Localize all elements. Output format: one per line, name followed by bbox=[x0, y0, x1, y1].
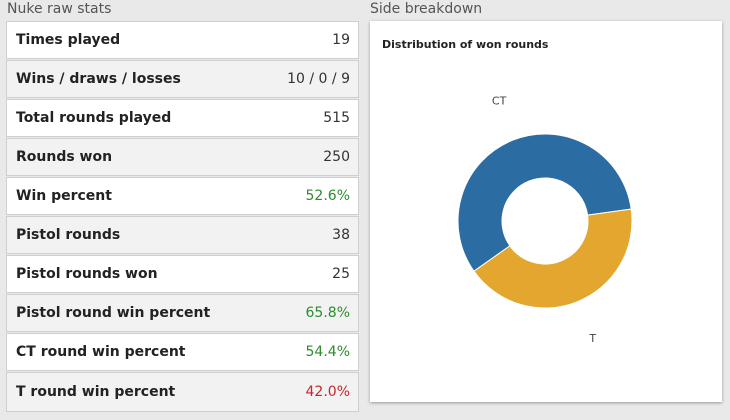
stat-label: Wins / draws / losses bbox=[16, 71, 181, 87]
stat-row-times-played: Times played 19 bbox=[6, 21, 359, 59]
stat-value: 65.8% bbox=[305, 305, 350, 321]
donut-slices bbox=[457, 133, 633, 309]
stat-label: Rounds won bbox=[16, 149, 113, 165]
donut-labels: CT T bbox=[492, 95, 597, 345]
stat-row-pistol-round-win-percent: Pistol round win percent 65.8% bbox=[6, 294, 359, 332]
stat-row-pistol-rounds-won: Pistol rounds won 25 bbox=[6, 255, 359, 293]
stat-value: 19 bbox=[332, 32, 350, 48]
stat-label: CT round win percent bbox=[16, 344, 186, 360]
stat-label: Win percent bbox=[16, 188, 112, 204]
stat-value: 515 bbox=[323, 110, 350, 126]
stat-row-ct-round-win-percent: CT round win percent 54.4% bbox=[6, 333, 359, 371]
stat-value: 10 / 0 / 9 bbox=[287, 71, 350, 87]
stat-value: 25 bbox=[332, 266, 350, 282]
stats-table: Times played 19 Wins / draws / losses 10… bbox=[6, 21, 359, 414]
stat-value: 250 bbox=[323, 149, 350, 165]
stat-value: 54.4% bbox=[305, 344, 350, 360]
stat-row-rounds-won: Rounds won 250 bbox=[6, 138, 359, 176]
stat-row-t-round-win-percent: T round win percent 42.0% bbox=[6, 372, 359, 412]
side-breakdown-title: Side breakdown bbox=[370, 1, 483, 17]
stats-section-title: Nuke raw stats bbox=[7, 1, 112, 17]
stat-label: T round win percent bbox=[16, 384, 176, 400]
stat-row-win-percent: Win percent 52.6% bbox=[6, 177, 359, 215]
stat-label: Pistol rounds won bbox=[16, 266, 158, 282]
chart-title: Distribution of won rounds bbox=[382, 38, 549, 51]
stat-row-wins-draws-losses: Wins / draws / losses 10 / 0 / 9 bbox=[6, 60, 359, 98]
won-rounds-chart-card: Distribution of won rounds CT T bbox=[370, 21, 722, 402]
stat-value: 42.0% bbox=[305, 384, 350, 400]
slice-label-ct: CT bbox=[492, 95, 507, 108]
stat-row-pistol-rounds: Pistol rounds 38 bbox=[6, 216, 359, 254]
stat-label: Times played bbox=[16, 32, 121, 48]
slice-label-t: T bbox=[588, 332, 596, 345]
stat-row-total-rounds-played: Total rounds played 515 bbox=[6, 99, 359, 137]
stat-label: Pistol round win percent bbox=[16, 305, 211, 321]
stat-value: 38 bbox=[332, 227, 350, 243]
won-rounds-donut-chart: Distribution of won rounds CT T bbox=[382, 38, 633, 345]
stat-label: Total rounds played bbox=[16, 110, 172, 126]
donut-slice-t[interactable] bbox=[473, 208, 633, 309]
stat-label: Pistol rounds bbox=[16, 227, 121, 243]
stat-value: 52.6% bbox=[305, 188, 350, 204]
donut-slice-ct[interactable] bbox=[457, 133, 632, 272]
